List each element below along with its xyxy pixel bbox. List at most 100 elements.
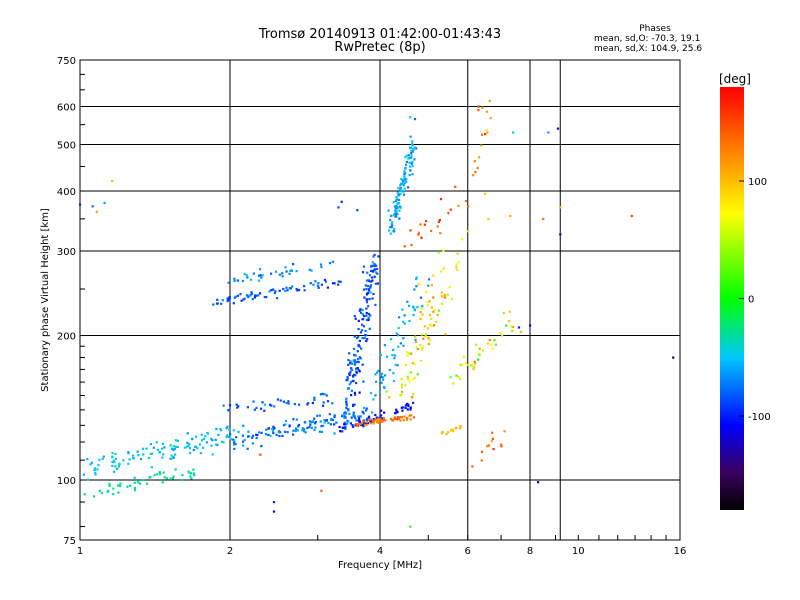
data-point	[349, 381, 352, 384]
data-point	[347, 407, 350, 411]
data-point	[112, 487, 115, 490]
data-point	[174, 453, 177, 456]
data-point	[210, 444, 213, 447]
data-point	[246, 406, 249, 409]
data-point	[389, 219, 392, 222]
data-point	[362, 265, 366, 268]
data-point	[456, 269, 459, 272]
data-point	[396, 418, 399, 421]
data-point	[409, 406, 412, 409]
data-point	[431, 324, 434, 327]
data-point	[268, 290, 271, 293]
data-point	[353, 415, 356, 418]
data-point	[122, 459, 125, 462]
data-point	[362, 380, 365, 383]
colorbar-ticks: 100 0 -100	[739, 177, 771, 423]
data-point	[406, 354, 409, 357]
data-point	[417, 283, 420, 286]
data-point	[375, 271, 378, 274]
data-point	[371, 279, 374, 282]
data-point	[405, 180, 408, 183]
data-point	[225, 436, 228, 439]
data-point	[414, 338, 417, 341]
data-point	[361, 421, 364, 425]
data-point	[366, 418, 369, 421]
data-point	[249, 278, 252, 281]
data-point	[430, 317, 433, 320]
data-point	[86, 478, 90, 481]
data-point	[409, 371, 412, 374]
colorbar-tick-label: 0	[748, 295, 754, 306]
data-point	[288, 424, 291, 427]
data-point	[240, 299, 243, 302]
data-point	[363, 315, 366, 318]
data-point	[364, 334, 367, 337]
data-point	[165, 477, 168, 480]
data-point	[114, 452, 117, 455]
data-point	[472, 368, 475, 371]
data-point	[309, 282, 312, 285]
data-point	[416, 347, 419, 351]
data-point	[149, 443, 152, 446]
data-point	[380, 409, 383, 412]
data-point	[392, 214, 396, 217]
data-point	[350, 416, 353, 419]
data-point	[151, 452, 154, 455]
data-point	[241, 434, 244, 437]
data-point	[173, 447, 176, 451]
data-point	[174, 439, 177, 442]
data-point	[373, 263, 376, 266]
data-point	[410, 152, 413, 155]
data-point	[376, 272, 379, 275]
data-point	[501, 334, 504, 337]
data-point	[132, 454, 135, 457]
data-point	[424, 333, 427, 336]
data-point	[255, 406, 258, 409]
data-point	[161, 447, 164, 450]
data-point	[316, 284, 320, 287]
data-point	[192, 448, 195, 452]
data-point	[375, 421, 378, 424]
data-point	[397, 334, 400, 337]
data-point	[361, 318, 364, 321]
data-point	[274, 290, 277, 293]
data-point	[333, 282, 336, 285]
data-point	[402, 184, 406, 187]
data-point	[243, 272, 246, 275]
data-point	[192, 472, 196, 475]
data-point	[341, 430, 344, 433]
data-point	[91, 205, 94, 208]
data-point	[364, 284, 367, 287]
data-point	[456, 252, 459, 255]
data-point	[449, 376, 452, 379]
data-point	[271, 427, 274, 431]
data-point	[313, 428, 316, 432]
data-point	[114, 465, 117, 468]
data-point	[396, 191, 399, 194]
data-point	[243, 438, 246, 442]
data-point	[409, 165, 412, 168]
data-point	[404, 156, 407, 159]
data-point	[292, 429, 295, 432]
data-point	[242, 424, 245, 427]
data-point	[285, 270, 288, 273]
data-point	[272, 501, 276, 504]
data-point	[163, 476, 166, 479]
data-point	[251, 442, 254, 445]
data-point	[348, 412, 351, 415]
data-point	[170, 457, 173, 460]
data-point	[348, 373, 351, 377]
data-point	[409, 418, 412, 421]
data-point	[393, 205, 396, 208]
stats-line-o: mean, sd,O: -70.3, 19.1	[594, 34, 701, 44]
data-point	[204, 435, 207, 438]
data-point	[174, 445, 177, 448]
data-point	[519, 330, 522, 333]
data-point	[163, 446, 166, 449]
data-point	[118, 462, 121, 465]
data-point	[282, 287, 285, 291]
data-point	[347, 359, 350, 362]
data-point	[357, 358, 360, 361]
data-point	[399, 416, 402, 419]
data-point	[153, 474, 156, 477]
